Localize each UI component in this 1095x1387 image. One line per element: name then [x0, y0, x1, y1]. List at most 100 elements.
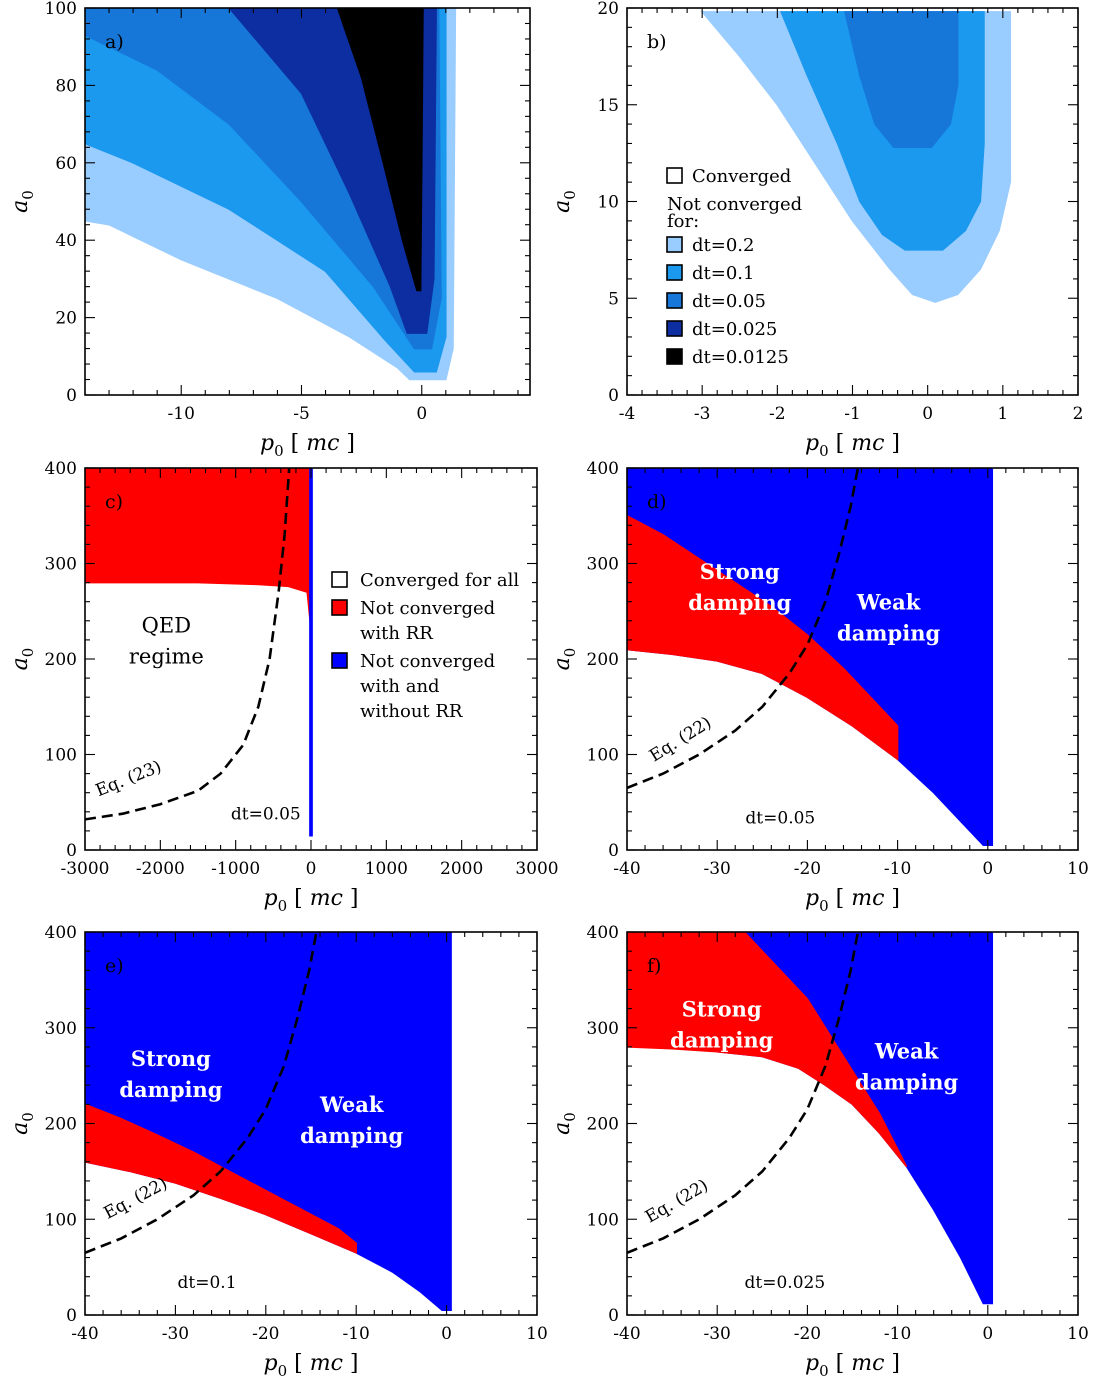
ticks	[84, 931, 538, 1316]
legend-label: dt=0.0125	[692, 347, 789, 368]
y-tick-label: 200	[45, 1115, 77, 1135]
y-tick-label: 80	[55, 76, 77, 96]
y-axis-label: a0	[550, 648, 579, 671]
y-tick-label: 15	[597, 96, 619, 116]
y-tick-label: 0	[608, 841, 619, 861]
legend-label: Converged for all	[360, 570, 519, 591]
x-tick-label: 1000	[365, 859, 408, 879]
panel-label: c)	[105, 491, 123, 513]
y-tick-label: 40	[55, 231, 77, 251]
legend-swatch	[666, 236, 683, 253]
y-tick-label: 10	[597, 193, 619, 213]
plot-area	[627, 468, 994, 846]
y-tick-label: 300	[45, 555, 77, 575]
legend-label: dt=0.1	[692, 263, 754, 284]
region-label: Strong damping	[119, 1046, 222, 1102]
x-tick-label: -40	[71, 1324, 98, 1344]
y-tick-label: 400	[45, 459, 77, 479]
y-tick-label: 0	[608, 386, 619, 406]
x-tick-label: -10	[168, 404, 195, 424]
y-tick-label: 200	[45, 650, 77, 670]
legend-swatch	[666, 348, 683, 365]
x-axis-label: p0 [ mc ]	[264, 1351, 359, 1380]
x-axis-label: p0 [ mc ]	[264, 886, 359, 915]
plot-area	[85, 932, 452, 1311]
x-tick-label: 0	[441, 1324, 452, 1344]
x-tick-label: 0	[982, 1324, 993, 1344]
x-tick-label: -3	[694, 404, 711, 424]
x-tick-label: 10	[1067, 1324, 1089, 1344]
curve-label: Eq. (22)	[642, 1176, 712, 1228]
region-label: Strong damping	[688, 559, 791, 615]
x-tick-label: -5	[293, 404, 310, 424]
legend-label: Not converged with RR	[360, 598, 495, 644]
x-axis-label: p0 [ mc ]	[805, 1351, 900, 1380]
y-tick-label: 100	[45, 0, 77, 19]
y-tick-label: 100	[587, 746, 619, 766]
x-tick-label: -40	[613, 1324, 640, 1344]
y-tick-label: 20	[55, 309, 77, 329]
x-tick-label: -3000	[60, 859, 109, 879]
curve-eq	[85, 932, 318, 1255]
panel-label: f)	[647, 955, 661, 977]
x-tick-label: -30	[704, 859, 731, 879]
x-tick-label: -2000	[136, 859, 185, 879]
curve-eq	[85, 468, 291, 821]
y-tick-label: 200	[587, 650, 619, 670]
plot-frame	[84, 7, 531, 396]
curve-eq	[627, 932, 860, 1255]
x-tick-label: 2000	[440, 859, 483, 879]
legend-title: Not converged for:	[667, 194, 802, 232]
region-dt_0_0125	[336, 8, 424, 292]
legend-swatch	[666, 320, 683, 337]
x-tick-label: -2	[769, 404, 786, 424]
x-tick-label: -10	[884, 859, 911, 879]
region-label: Strong damping	[670, 996, 773, 1052]
legend-swatch	[331, 571, 348, 588]
y-tick-label: 400	[45, 923, 77, 943]
ticks	[84, 7, 530, 396]
x-tick-label: 3000	[515, 859, 558, 879]
y-tick-label: 100	[45, 746, 77, 766]
dt-label: dt=0.1	[178, 1273, 237, 1293]
legend-label: dt=0.05	[692, 291, 766, 312]
x-axis-label: p0 [ mc ]	[805, 431, 900, 460]
y-axis-label: a0	[8, 1112, 37, 1135]
curve-eq	[627, 468, 860, 790]
panel-label: d)	[647, 491, 667, 513]
region-rr	[627, 514, 899, 761]
y-axis-label: a0	[550, 1112, 579, 1135]
region-rr	[627, 932, 908, 1168]
x-tick-label: 10	[526, 1324, 548, 1344]
ticks	[626, 467, 1079, 851]
curve-label: Eq. (22)	[646, 713, 715, 767]
y-tick-label: 200	[587, 1115, 619, 1135]
ticks	[84, 467, 538, 851]
panel-c: -3000 -2000 -1000 0 1000 2000 3000 0 100 200 300 40…	[8, 459, 559, 915]
x-tick-label: 2	[1073, 404, 1084, 424]
legend-swatch	[331, 599, 348, 616]
plot-area	[700, 11, 1012, 303]
legend-label: Not converged with and without RR	[360, 651, 495, 722]
legend-label: dt=0.2	[692, 235, 754, 256]
dt-label: dt=0.025	[745, 1273, 826, 1293]
y-tick-label: 400	[587, 923, 619, 943]
x-tick-label: -20	[794, 1324, 821, 1344]
legend-swatch-converged	[666, 167, 683, 184]
plot-area	[85, 8, 457, 381]
region-both	[309, 468, 313, 837]
x-tick-label: 0	[306, 859, 317, 879]
region-label: Weak damping	[837, 589, 940, 645]
region-label: QED regime	[129, 613, 204, 668]
x-tick-label: -1000	[211, 859, 260, 879]
panel-a: -10 -5 0 0 20 40 60 80 100 p0 [ mc ] a0 a)	[8, 0, 531, 460]
x-tick-label: -40	[613, 859, 640, 879]
y-tick-label: 400	[587, 459, 619, 479]
x-tick-label: -10	[884, 1324, 911, 1344]
x-tick-label: -1	[844, 404, 861, 424]
y-axis-label: a0	[8, 648, 37, 671]
plot-area	[627, 932, 994, 1305]
